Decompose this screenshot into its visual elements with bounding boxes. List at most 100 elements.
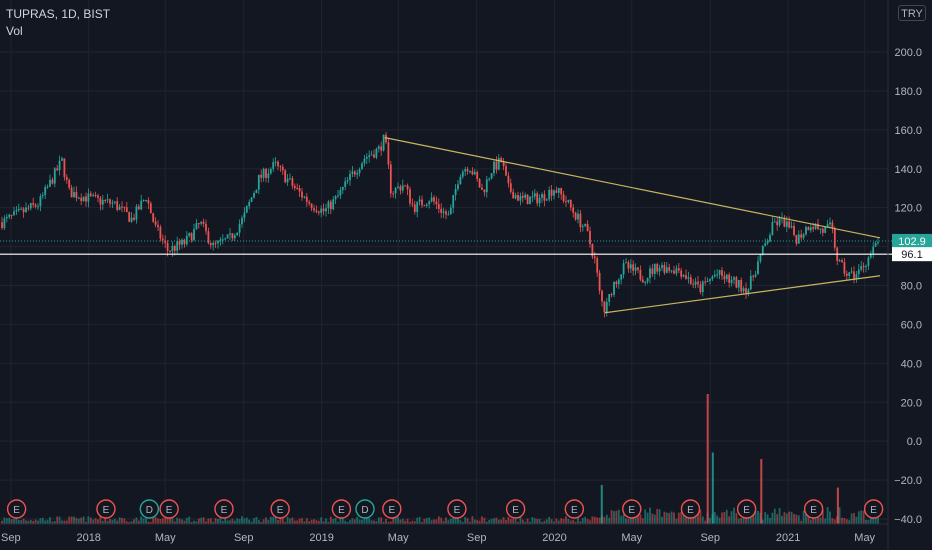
volume-bar	[104, 518, 107, 524]
volume-bar	[797, 515, 800, 524]
event-marker-label: D	[146, 505, 153, 516]
candle-body	[197, 223, 200, 225]
volume-bar	[353, 519, 356, 524]
candle-body	[399, 186, 402, 191]
volume-bar	[740, 518, 743, 524]
x-tick-label: 2020	[542, 532, 566, 544]
candle-body	[687, 277, 690, 279]
candle-body	[562, 194, 565, 202]
candle-body	[680, 270, 683, 277]
volume-bar	[289, 518, 291, 524]
y-tick-label: 20.0	[901, 397, 922, 409]
candle-body	[226, 234, 229, 239]
volume-bar	[212, 521, 215, 524]
candle-body	[661, 264, 663, 268]
candle-body	[464, 169, 467, 172]
candle-body	[212, 242, 215, 246]
volume-bar	[764, 512, 767, 524]
candle-body	[627, 262, 630, 269]
candle-body	[289, 178, 291, 180]
volume-bar	[394, 516, 397, 524]
candle-body	[10, 214, 13, 216]
volume-bar	[356, 516, 359, 524]
volume-bar	[668, 512, 671, 524]
time-axis[interactable]: Sep 2018 May Sep 2019 May Sep 2020 May Sep 2021 May	[0, 523, 888, 544]
volume-bar	[337, 521, 339, 524]
candle-body	[548, 189, 551, 200]
volume-bar	[248, 519, 251, 524]
volume-bar	[221, 520, 224, 524]
volume-bar	[656, 508, 659, 524]
candle-body	[603, 301, 606, 313]
volume-bar	[790, 511, 793, 524]
candle-body	[346, 180, 349, 182]
level-price-tag-label: 96.1	[901, 249, 922, 261]
candle-body	[293, 185, 296, 188]
volume-bar	[274, 516, 277, 524]
candle-body	[433, 197, 435, 202]
volume-bar	[22, 518, 25, 524]
x-tick-label: 2018	[76, 532, 100, 544]
y-tick-label: 40.0	[901, 358, 922, 370]
volume-bar	[121, 517, 123, 524]
volume-bar	[783, 512, 786, 524]
drawing-lines[interactable]	[0, 137, 892, 314]
volume-bar	[769, 518, 771, 524]
candle-body	[421, 199, 423, 206]
volume-bar	[776, 514, 779, 524]
volume-bar	[421, 521, 423, 524]
candle-body	[841, 260, 843, 263]
volume-bar	[142, 518, 145, 524]
volume-bar	[838, 507, 841, 524]
dividend-marker	[139, 499, 160, 519]
volume-bar	[716, 515, 719, 524]
volume-bar	[99, 516, 102, 524]
candle-body	[193, 229, 195, 241]
candle-body	[766, 241, 769, 244]
candle-body	[41, 194, 44, 197]
volume-bar	[262, 519, 265, 524]
volume-bar	[197, 518, 200, 524]
volume-bar	[478, 520, 481, 524]
volume-bar	[469, 521, 471, 524]
volume-bar	[605, 514, 608, 524]
volume-bar	[178, 518, 181, 524]
candle-body	[509, 183, 512, 192]
volume-bar	[766, 514, 769, 524]
candle-body	[353, 171, 356, 175]
candle-body	[397, 186, 399, 188]
volume-bar	[493, 518, 495, 524]
earnings-marker	[622, 499, 642, 519]
candle-body	[574, 212, 577, 220]
candle-body	[190, 233, 193, 241]
volume-bar	[509, 518, 512, 524]
volume-bar	[17, 519, 20, 524]
volume-bar	[325, 518, 327, 524]
volume-bar	[298, 518, 301, 524]
candle-body	[490, 173, 493, 179]
volume-bar	[653, 514, 656, 524]
level-price-tag	[892, 247, 932, 262]
volume-bar	[481, 516, 483, 524]
candle-body	[149, 203, 152, 214]
event-marker-label: D	[361, 505, 368, 516]
volume-bar	[296, 520, 299, 524]
volume-bar	[397, 516, 399, 524]
volume-spike	[760, 459, 763, 524]
candle-body	[706, 281, 709, 283]
candle-body	[833, 228, 836, 248]
candle-body	[776, 221, 779, 226]
x-tick-label: Sep	[700, 532, 720, 544]
candle-body	[543, 194, 546, 201]
candle-body	[101, 199, 104, 205]
volume-bar	[181, 519, 183, 524]
currency-button[interactable]: TRY	[898, 5, 926, 21]
volume-bar	[817, 512, 819, 524]
volume-bar	[375, 521, 378, 524]
x-tick-label: May	[854, 532, 875, 544]
candle-body	[615, 281, 618, 285]
candle-body	[689, 277, 692, 284]
candle-body	[94, 195, 97, 197]
